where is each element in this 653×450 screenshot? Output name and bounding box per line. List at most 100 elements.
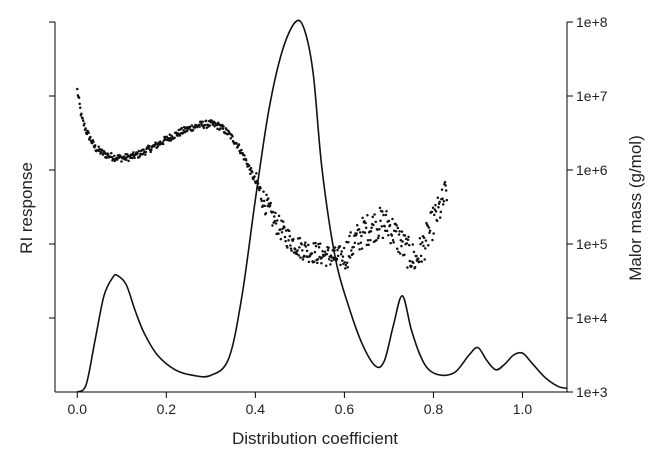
- molar-mass-point: [439, 210, 443, 214]
- molar-mass-point: [435, 219, 439, 223]
- molar-mass-point: [107, 152, 110, 156]
- molar-mass-point: [360, 234, 363, 238]
- molar-mass-point: [333, 246, 337, 249]
- molar-mass-point: [329, 254, 333, 257]
- molar-mass-point: [379, 219, 382, 222]
- molar-mass-point: [376, 236, 380, 240]
- molar-mass-point: [357, 227, 361, 231]
- molar-mass-point: [148, 144, 151, 148]
- molar-mass-point: [321, 249, 324, 253]
- molar-mass-point: [289, 244, 292, 247]
- molar-mass-point: [120, 160, 123, 163]
- molar-mass-point: [81, 119, 85, 122]
- molar-mass-point: [342, 246, 346, 250]
- molar-mass-point: [314, 244, 318, 248]
- molar-mass-point: [330, 259, 333, 263]
- molar-mass-point: [436, 196, 440, 199]
- molar-mass-point: [377, 234, 380, 237]
- molar-mass-point: [92, 140, 95, 143]
- molar-mass-point: [298, 246, 301, 249]
- molar-mass-point: [434, 203, 437, 207]
- right-tick-label: 1e+4: [576, 310, 608, 326]
- molar-mass-point: [99, 151, 103, 154]
- molar-mass-point: [167, 139, 171, 142]
- molar-mass-point: [416, 257, 420, 260]
- molar-mass-point: [193, 126, 197, 129]
- molar-mass-point: [85, 132, 89, 136]
- molar-mass-point: [124, 158, 128, 161]
- right-tick-label: 1e+3: [576, 384, 608, 400]
- molar-mass-point: [384, 229, 387, 232]
- molar-mass-point: [301, 258, 305, 261]
- molar-mass-point: [395, 224, 398, 227]
- molar-mass-point: [263, 204, 266, 208]
- molar-mass-point: [320, 256, 324, 259]
- molar-mass-point: [381, 210, 384, 213]
- molar-mass-point: [364, 221, 367, 225]
- molar-mass-point: [398, 252, 402, 255]
- molar-mass-point: [441, 197, 444, 200]
- molar-mass-point: [299, 256, 302, 259]
- molar-mass-point: [327, 257, 331, 261]
- molar-mass-point: [387, 219, 391, 223]
- molar-mass-point: [380, 225, 383, 228]
- molar-mass-point: [406, 266, 409, 269]
- molar-mass-point: [260, 199, 263, 203]
- molar-mass-point: [258, 188, 261, 192]
- molar-mass-point: [142, 148, 145, 151]
- molar-mass-point: [87, 131, 90, 135]
- molar-mass-point: [415, 254, 418, 258]
- molar-mass-point: [169, 139, 173, 142]
- molar-mass-point: [283, 226, 286, 229]
- molar-mass-point: [431, 206, 435, 209]
- molar-mass-point: [441, 203, 445, 206]
- molar-mass-point: [366, 213, 369, 217]
- molar-mass-point: [359, 241, 363, 244]
- molar-mass-point: [137, 149, 140, 153]
- molar-mass-point: [116, 158, 119, 161]
- molar-mass-point: [279, 237, 283, 241]
- molar-mass-point: [336, 248, 339, 252]
- molar-mass-point: [229, 137, 232, 140]
- x-axis-title: Distribution coefficient: [232, 429, 398, 448]
- molar-mass-point: [361, 216, 364, 220]
- molar-mass-point: [430, 210, 434, 214]
- molar-mass-point: [406, 238, 410, 242]
- molar-mass-point: [405, 242, 409, 245]
- molar-mass-point: [350, 249, 353, 252]
- molar-mass-point: [113, 154, 116, 158]
- molar-mass-point: [276, 219, 279, 222]
- molar-mass-point: [304, 241, 307, 244]
- molar-mass-point: [165, 135, 169, 139]
- molar-mass-point: [383, 225, 386, 228]
- molar-mass-point: [201, 120, 204, 123]
- molar-mass-point: [360, 247, 364, 250]
- molar-mass-point: [80, 112, 83, 115]
- molar-mass-point: [132, 151, 135, 154]
- molar-mass-point: [391, 217, 394, 221]
- x-axis-ticks: 0.0 0.2 0.4 0.6 0.8 1.0: [68, 392, 532, 417]
- molar-mass-point: [400, 244, 403, 248]
- molar-mass-point: [178, 134, 182, 137]
- molar-mass-point: [390, 234, 394, 237]
- molar-mass-point: [250, 170, 254, 174]
- molar-mass-point: [385, 210, 388, 213]
- molar-mass-point: [83, 122, 86, 125]
- left-axis-ticks: [49, 21, 55, 319]
- molar-mass-point: [247, 164, 251, 167]
- molar-mass-point: [418, 260, 421, 263]
- molar-mass-point: [149, 150, 152, 154]
- molar-mass-point: [144, 153, 147, 156]
- molar-mass-point: [323, 250, 327, 254]
- molar-mass-point: [288, 235, 292, 238]
- molar-mass-point: [130, 156, 134, 160]
- molar-mass-point: [353, 241, 357, 245]
- molar-mass-point: [324, 264, 328, 268]
- molar-mass-point: [410, 264, 413, 268]
- x-tick-label: 0.8: [424, 401, 444, 417]
- molar-mass-point: [110, 151, 113, 155]
- molar-mass-point: [442, 200, 446, 203]
- molar-mass-point: [423, 258, 426, 261]
- molar-mass-point: [280, 231, 284, 234]
